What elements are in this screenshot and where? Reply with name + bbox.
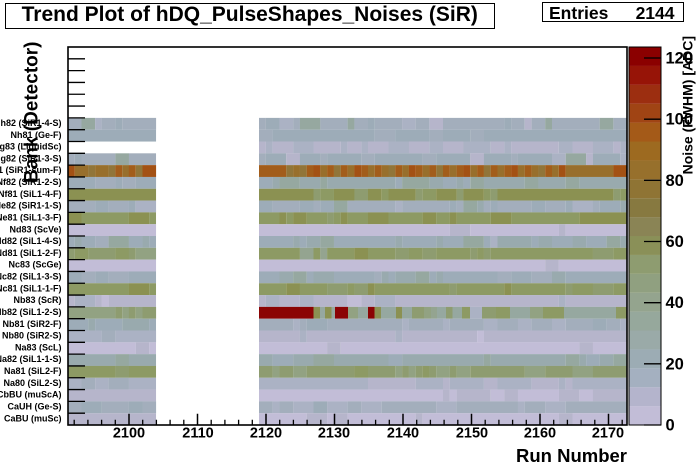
svg-text:80: 80 [666,172,684,190]
svg-text:Na80 (SiL2-S): Na80 (SiL2-S) [3,378,61,388]
svg-text:Nd82 (SiL1-4-S): Nd82 (SiL1-4-S) [0,236,62,246]
svg-text:2140: 2140 [387,426,419,442]
svg-text:Bank (Detector): Bank (Detector) [22,42,43,183]
svg-text:Ne81 (SiL1-3-F): Ne81 (SiL1-3-F) [0,213,62,223]
svg-text:Nd81 (SiL1-2-F): Nd81 (SiL1-2-F) [0,248,62,258]
svg-text:2110: 2110 [182,426,213,442]
svg-text:Nc82 (SiL1-3-S): Nc82 (SiL1-3-S) [0,272,62,282]
svg-text:Run Number: Run Number [516,445,627,466]
svg-text:0: 0 [666,417,675,435]
svg-text:Na82 (SiL1-1-S): Na82 (SiL1-1-S) [0,354,62,364]
svg-text:Na83 (ScL): Na83 (ScL) [15,342,62,352]
svg-text:Nf81 (SiL1-4-F): Nf81 (SiL1-4-F) [0,189,62,199]
svg-text:2170: 2170 [592,426,624,442]
svg-text:Nb83 (ScR): Nb83 (ScR) [13,295,61,305]
svg-text:2100: 2100 [113,426,145,442]
svg-text:Nh82 (SiR1-4-S): Nh82 (SiR1-4-S) [0,118,62,128]
svg-text:40: 40 [666,294,684,312]
svg-text:Nc83 (ScGe): Nc83 (ScGe) [8,260,61,270]
svg-text:Ng82 (SiR1-3-S): Ng82 (SiR1-3-S) [0,153,62,163]
svg-text:2160: 2160 [524,426,556,442]
svg-text:CbBU (muScA): CbBU (muScA) [0,390,62,400]
svg-text:2120: 2120 [250,426,282,442]
svg-text:20: 20 [666,355,684,373]
svg-text:Nf82 (SiR1-2-S): Nf82 (SiR1-2-S) [0,177,62,187]
svg-text:100: 100 [666,111,694,129]
svg-text:Nb82 (SiL1-2-S): Nb82 (SiL1-2-S) [0,307,62,317]
svg-text:Nd83 (ScVe): Nd83 (ScVe) [9,224,61,234]
svg-text:60: 60 [666,233,684,251]
svg-text:Nb81 (SiR2-F): Nb81 (SiR2-F) [2,319,61,329]
svg-text:Nc81 (SiL1-1-F): Nc81 (SiL1-1-F) [0,283,62,293]
svg-text:2150: 2150 [456,426,488,442]
svg-text:Na81 (SiL2-F): Na81 (SiL2-F) [4,366,62,376]
svg-text:Nh81 (Ge-F): Nh81 (Ge-F) [10,130,61,140]
svg-text:Noise (FWHM) [ADC]: Noise (FWHM) [ADC] [680,36,696,174]
svg-text:Ng81 (SiR1-sum-F): Ng81 (SiR1-sum-F) [0,165,62,175]
svg-text:Ng83 (LiquidSc): Ng83 (LiquidSc) [0,142,62,152]
svg-text:Nb80 (SiR2-S): Nb80 (SiR2-S) [2,331,62,341]
svg-text:2130: 2130 [318,426,350,442]
svg-text:CaBU (muSc): CaBU (muSc) [4,413,62,423]
svg-text:120: 120 [666,50,694,68]
svg-text:Ne82 (SiR1-1-S): Ne82 (SiR1-1-S) [0,201,62,211]
svg-text:CaUH (Ge-S): CaUH (Ge-S) [7,402,61,412]
